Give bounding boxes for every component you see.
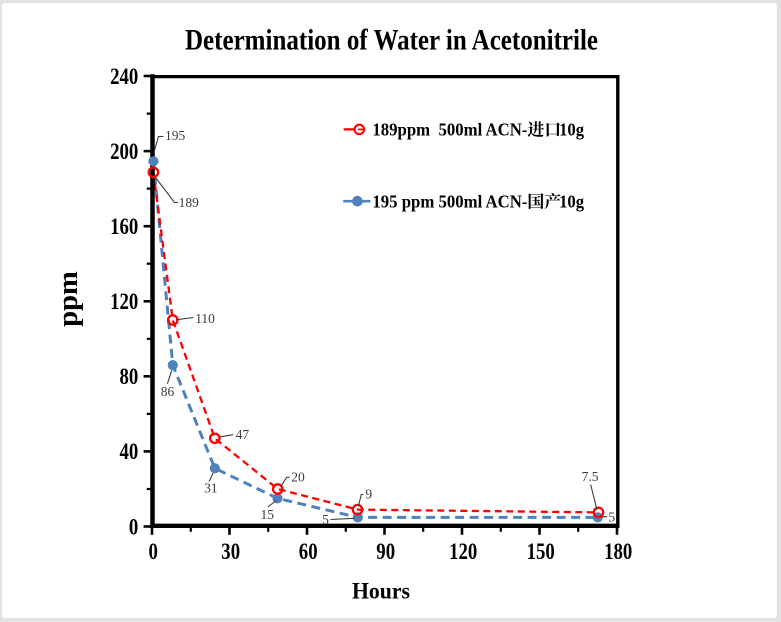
- svg-text:10g: 10g: [559, 192, 584, 212]
- svg-text:110: 110: [195, 311, 215, 326]
- svg-text:30: 30: [221, 539, 240, 565]
- svg-text:150: 150: [527, 539, 555, 565]
- svg-text:40: 40: [120, 439, 139, 465]
- svg-text:200: 200: [110, 139, 138, 165]
- svg-text:20: 20: [291, 469, 305, 484]
- svg-text:60: 60: [299, 539, 318, 565]
- svg-text:0: 0: [149, 539, 158, 565]
- svg-text:240: 240: [110, 64, 138, 90]
- svg-text:189ppm 500ml ACN-: 189ppm 500ml ACN-: [372, 120, 527, 140]
- svg-text:195 ppm 500ml ACN-: 195 ppm 500ml ACN-: [372, 192, 527, 212]
- svg-text:47: 47: [236, 427, 250, 442]
- svg-text:120: 120: [110, 289, 138, 315]
- svg-text:Determination of Water in Acet: Determination of Water in Acetonitrile: [185, 24, 598, 56]
- svg-text:180: 180: [604, 539, 632, 565]
- svg-text:90: 90: [376, 539, 395, 565]
- svg-text:189: 189: [179, 195, 200, 210]
- svg-text:Hours: Hours: [352, 579, 410, 604]
- svg-text:ppm: ppm: [53, 271, 84, 327]
- svg-text:0: 0: [129, 514, 138, 540]
- svg-text:80: 80: [120, 364, 139, 390]
- svg-text:195: 195: [165, 128, 186, 143]
- svg-text:86: 86: [161, 384, 175, 399]
- svg-text:7.5: 7.5: [582, 469, 599, 484]
- svg-text:5: 5: [608, 509, 615, 524]
- svg-text:10g: 10g: [559, 120, 584, 140]
- svg-text:15: 15: [260, 507, 274, 522]
- svg-text:31: 31: [204, 481, 218, 496]
- svg-text:160: 160: [110, 214, 138, 240]
- svg-text:120: 120: [449, 539, 477, 565]
- svg-text:5: 5: [322, 512, 329, 527]
- svg-text:9: 9: [365, 486, 372, 501]
